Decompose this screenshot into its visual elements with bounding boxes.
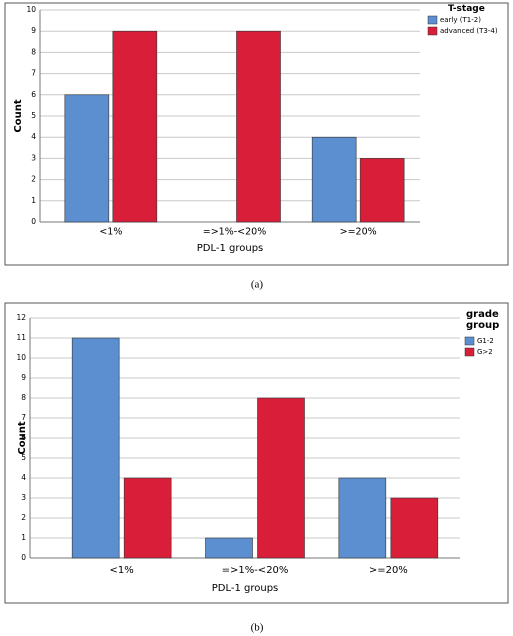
- y-tick-label: 4: [21, 473, 26, 482]
- y-tick-label: 0: [21, 553, 26, 562]
- bar: [390, 497, 439, 559]
- legend-label: G1-2: [477, 337, 494, 345]
- y-tick-label: 5: [31, 111, 36, 120]
- legend-title: T-stage: [448, 4, 485, 14]
- caption: (a): [251, 279, 264, 291]
- y-tick-label: 1: [31, 196, 36, 205]
- bar: [338, 477, 387, 559]
- x-tick-label: =>1%-<20%: [222, 565, 289, 576]
- y-tick-label: 2: [31, 175, 36, 184]
- bar: [71, 337, 120, 559]
- y-tick-label: 5: [21, 453, 26, 462]
- y-tick-label: 9: [21, 373, 26, 382]
- y-tick-label: 12: [16, 313, 26, 322]
- y-tick-label: 1: [21, 533, 26, 542]
- legend-label: G>2: [477, 348, 493, 356]
- bar: [257, 397, 305, 559]
- legend-swatch: [464, 347, 475, 357]
- bar: [123, 477, 172, 559]
- y-tick-label: 3: [21, 493, 26, 502]
- y-tick-label: 6: [31, 90, 36, 99]
- y-tick-label: 3: [31, 153, 36, 162]
- y-tick-label: 7: [31, 69, 36, 78]
- bar: [205, 537, 253, 559]
- y-axis-label: Count: [13, 99, 24, 132]
- y-tick-label: 7: [21, 413, 26, 422]
- legend-title: grade group: [466, 309, 500, 331]
- y-tick-label: 11: [16, 333, 26, 342]
- y-tick-label: 4: [31, 132, 36, 141]
- y-tick-label: 2: [21, 513, 26, 522]
- legend-swatch: [464, 336, 475, 346]
- x-axis-label: PDL-1 groups: [212, 583, 279, 594]
- bar: [311, 136, 357, 223]
- y-tick-label: 8: [31, 47, 36, 56]
- x-tick-label: <1%: [99, 227, 122, 238]
- x-tick-label: >=20%: [340, 227, 377, 238]
- caption: (b): [251, 622, 264, 634]
- y-tick-label: 10: [26, 5, 36, 14]
- x-tick-label: =>1%-<20%: [203, 227, 267, 238]
- y-tick-label: 10: [16, 353, 26, 362]
- legend-label: advanced (T3-4): [440, 27, 498, 35]
- y-tick-label: 8: [21, 393, 26, 402]
- legend-label: early (T1-2): [440, 16, 481, 24]
- bar: [64, 94, 110, 223]
- x-tick-label: <1%: [110, 565, 134, 576]
- y-tick-label: 9: [31, 26, 36, 35]
- bar: [359, 158, 405, 223]
- bar: [236, 30, 281, 223]
- x-tick-label: >=20%: [369, 565, 408, 576]
- y-tick-label: 0: [31, 217, 36, 226]
- bar: [112, 30, 158, 223]
- legend-swatch: [427, 15, 438, 25]
- y-axis-label: Count: [17, 421, 28, 454]
- y-tick-label: 6: [21, 433, 26, 442]
- x-axis-label: PDL-1 groups: [197, 243, 264, 254]
- legend-swatch: [427, 26, 438, 36]
